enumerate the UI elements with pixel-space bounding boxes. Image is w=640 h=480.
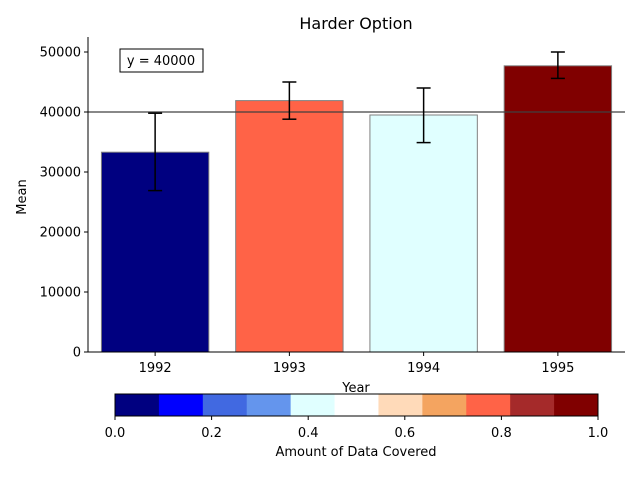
error-bar-1993	[282, 81, 297, 120]
colorbar-segment	[115, 394, 160, 416]
x-axis-label: Year	[341, 381, 370, 396]
error-bar-1992	[148, 112, 163, 192]
error-bar-1994	[416, 87, 431, 144]
colorbar-segment	[378, 394, 423, 416]
colorbar-label: Amount of Data Covered	[275, 445, 436, 460]
reference-line-annotation: y = 40000	[119, 48, 204, 73]
x-tick-label: 1993	[273, 361, 306, 376]
colorbar-segment	[510, 394, 555, 416]
colorbar-tick-label: 1.0	[588, 426, 609, 441]
bar-1995	[503, 65, 613, 353]
x-tick-label: 1995	[541, 361, 574, 376]
annotation-box	[119, 48, 204, 73]
colorbar-segment	[334, 394, 379, 416]
plot-area: 0 10000 20000 30000 40000 50000 1992 1993 1994 19…	[40, 37, 625, 376]
y-tick-label: 30000	[40, 166, 81, 181]
y-tick-label: 0	[73, 346, 81, 361]
error-bar-1995	[550, 51, 565, 80]
colorbar-tick-label: 0.4	[298, 426, 319, 441]
colorbar-tick-label: 0.6	[394, 426, 415, 441]
bar-1994	[369, 114, 478, 353]
colorbar-segment	[466, 394, 511, 416]
chart-title: Harder Option	[299, 14, 412, 33]
colorbar-outline	[114, 393, 599, 417]
bar-1993	[235, 100, 344, 353]
y-axis-label: Mean	[15, 179, 30, 214]
colorbar-segment	[290, 394, 336, 416]
colorbar-tick-label: 0.0	[105, 426, 126, 441]
colorbar-segment	[246, 394, 292, 416]
colorbar-segment	[202, 394, 248, 416]
colorbar-tick-label: 0.8	[491, 426, 512, 441]
y-tick-label: 40000	[40, 106, 81, 121]
colorbar-tick-label: 0.2	[201, 426, 222, 441]
x-tick-label: 1992	[139, 361, 172, 376]
colorbar-segment	[554, 394, 599, 416]
colorbar-segment	[422, 394, 467, 416]
y-tick-label: 10000	[40, 286, 81, 301]
colorbar: 0.0 0.2 0.4 0.6 0.8 1.0	[105, 393, 609, 441]
y-tick-label: 50000	[40, 46, 81, 61]
y-tick-label: 20000	[40, 226, 81, 241]
colorbar-segment	[158, 394, 204, 416]
x-tick-label: 1994	[407, 361, 440, 376]
annotation-label: y = 40000	[127, 54, 195, 69]
